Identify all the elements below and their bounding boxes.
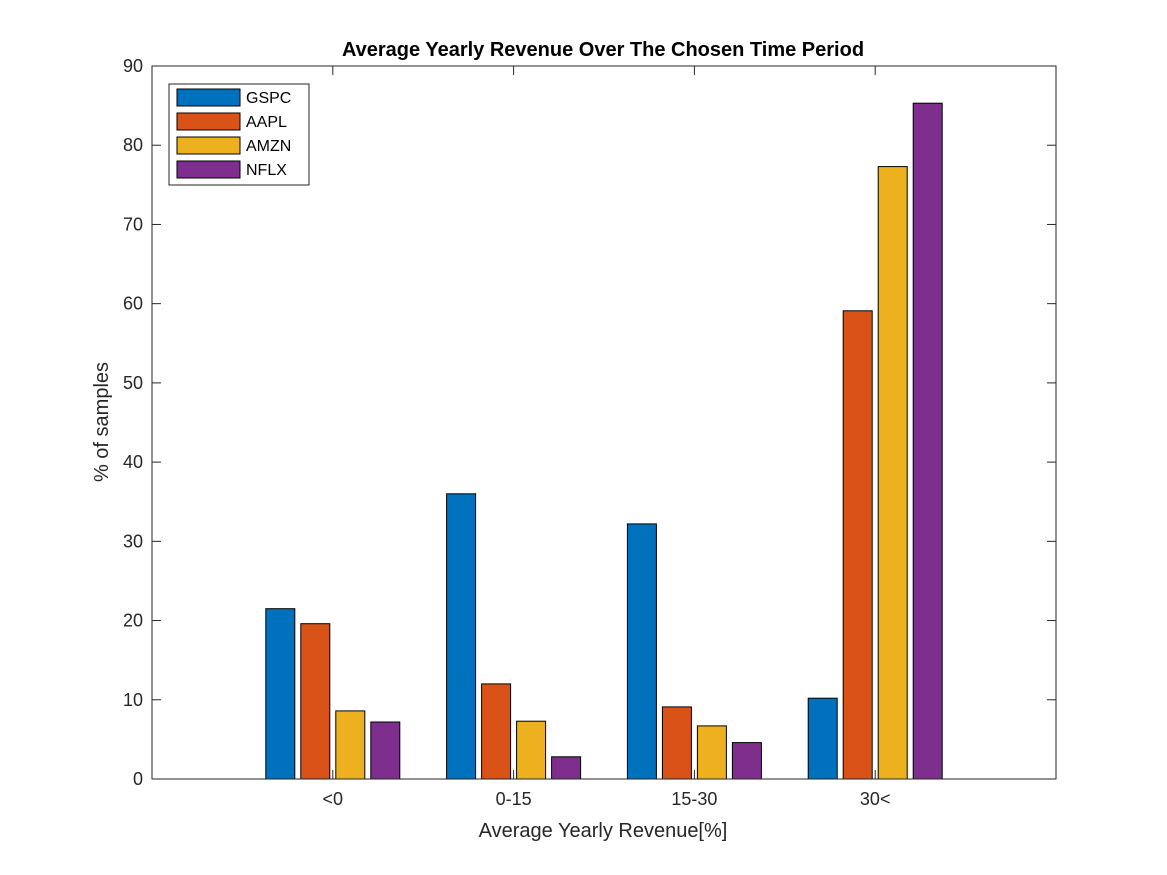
bar-gspc-1 [446,493,477,780]
legend-swatch-amzn [176,136,241,155]
y-tick-label: 60 [123,294,143,314]
x-tick-label: <0 [323,789,344,809]
y-tick-label: 90 [123,56,143,76]
legend-swatch-aapl [176,112,241,131]
bar-aapl-1 [481,683,512,780]
x-axis-label: Average Yearly Revenue[%] [479,820,728,842]
y-axis-ticks: 0 10 20 30 40 50 60 70 80 90 [123,56,1056,789]
legend-swatch-nflx [176,160,241,179]
legend: GSPC AAPL AMZN NFLX [168,83,310,186]
bar-gspc-3 [807,697,838,780]
y-tick-label: 0 [133,769,143,789]
y-tick-label: 70 [123,214,143,234]
legend-label-nflx: NFLX [246,162,287,179]
bar-nflx-3 [912,102,943,780]
bar-nflx-0 [370,721,401,780]
x-axis-ticks: <0 0-15 15-30 30< [323,66,891,809]
x-tick-label: 15-30 [671,789,717,809]
y-tick-label: 40 [123,452,143,472]
legend-label-amzn: AMZN [246,138,291,155]
bars-group [265,102,943,780]
bar-amzn-0 [335,710,366,780]
bar-amzn-1 [516,720,547,780]
y-tick-label: 50 [123,373,143,393]
bar-aapl-2 [661,706,692,780]
y-tick-label: 20 [123,611,143,631]
bar-nflx-2 [731,742,762,780]
x-tick-label: 0-15 [496,789,532,809]
legend-label-gspc: GSPC [246,90,291,107]
y-tick-label: 10 [123,690,143,710]
chart-title: Average Yearly Revenue Over The Chosen T… [342,39,864,61]
y-tick-label: 30 [123,531,143,551]
bar-gspc-2 [626,523,657,780]
bar-nflx-1 [551,756,582,780]
axes-frame [151,65,1057,780]
legend-label-aapl: AAPL [246,114,287,131]
bar-gspc-0 [265,608,296,780]
y-tick-label: 80 [123,135,143,155]
bar-amzn-2 [696,725,727,780]
x-tick-label: 30< [860,789,891,809]
axes-box [151,65,1057,780]
y-axis-label: % of samples [91,362,113,482]
legend-swatch-gspc [176,88,241,107]
bar-amzn-3 [877,166,908,780]
bar-aapl-3 [842,310,873,780]
bar-aapl-0 [300,623,331,780]
